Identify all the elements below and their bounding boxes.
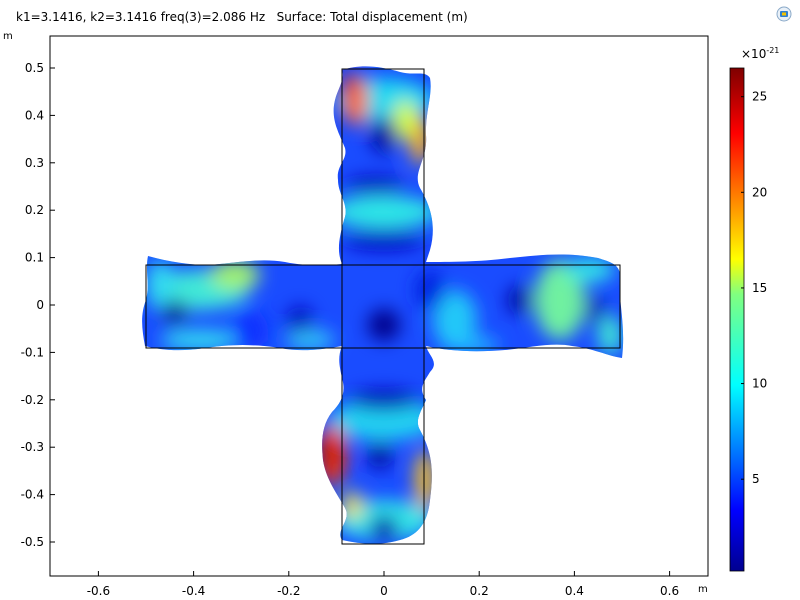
x-tick-label: -0.2 (277, 584, 300, 598)
x-axis: -0.6 -0.4 -0.2 0 0.2 0.4 0.6 (87, 571, 679, 598)
colorbar-scale-base: ×10 (741, 47, 766, 61)
colorbar-scale-label: ×10-21 (741, 46, 779, 61)
y-tick-label: 0.5 (25, 61, 44, 75)
x-tick-label: 0 (380, 584, 388, 598)
y-tick-label: -0.1 (21, 345, 44, 359)
colorbar-tick-label: 5 (752, 472, 760, 486)
x-axis-unit-label: m (698, 584, 708, 595)
colorbar-tick-label: 20 (752, 185, 767, 199)
y-tick-label: 0.3 (25, 156, 44, 170)
plot-area-frame (49, 35, 709, 577)
x-tick-label: -0.6 (87, 584, 110, 598)
horizontal-arm-outline (145, 264, 621, 349)
y-axis: 0.5 0.4 0.3 0.2 0.1 0 -0.1 -0.2 -0.3 -0.4 -0.5 (21, 61, 55, 549)
colorbar-tick-label: 10 (752, 377, 767, 391)
app-logo-icon (776, 6, 792, 22)
y-tick-label: 0 (36, 298, 44, 312)
y-tick-label: 0.4 (25, 108, 44, 122)
x-tick-label: -0.4 (182, 584, 205, 598)
colorbar-scale-exponent: -21 (766, 46, 779, 55)
x-tick-label: 0.4 (565, 584, 584, 598)
y-tick-label: -0.3 (21, 440, 44, 454)
y-tick-label: -0.2 (21, 393, 44, 407)
colorbar-tick-label: 25 (752, 90, 767, 104)
y-tick-label: -0.5 (21, 535, 44, 549)
y-tick-label: 0.2 (25, 203, 44, 217)
vertical-arm-outline (341, 68, 425, 545)
colorbar (729, 67, 745, 572)
plot-title: k1=3.1416, k2=3.1416 freq(3)=2.086 Hz Su… (16, 10, 468, 24)
y-tick-label: -0.4 (21, 488, 44, 502)
y-axis-unit-label: m (3, 31, 13, 42)
displacement-surface (142, 66, 624, 544)
x-tick-label: 0.2 (470, 584, 489, 598)
colorbar-ticks: 5 10 15 20 25 (741, 90, 767, 486)
x-tick-label: 0.6 (660, 584, 679, 598)
colorbar-tick-label: 15 (752, 281, 767, 295)
y-tick-label: 0.1 (25, 251, 44, 265)
